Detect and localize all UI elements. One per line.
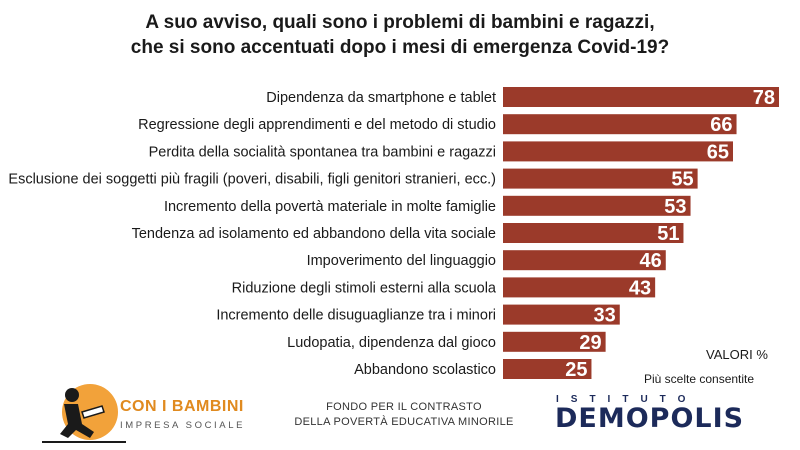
bar-value-label: 78 (753, 87, 775, 109)
bar (503, 250, 666, 271)
con-i-bambini-logo-icon (42, 384, 126, 443)
con-i-bambini-name: CON I BAMBINI (120, 398, 244, 415)
con-i-bambini-subtitle: IMPRESA SOCIALE (120, 420, 246, 431)
bar-value-label: 55 (671, 169, 693, 191)
bar (503, 223, 684, 243)
bar (503, 304, 620, 325)
bar-value-label: 25 (565, 359, 587, 381)
category-label: Perdita della socialità spontanea tra ba… (149, 144, 496, 160)
bar (503, 114, 737, 135)
category-label: Ludopatia, dipendenza dal gioco (287, 335, 496, 351)
bar-value-label: 65 (707, 141, 729, 163)
category-label: Regressione degli apprendimenti e del me… (138, 117, 496, 133)
demopolis-istituto: ISTITUTO (556, 394, 698, 405)
bar-value-label: 29 (579, 332, 601, 354)
bar-value-label: 51 (657, 223, 679, 245)
category-label: Incremento delle disuguaglianze tra i mi… (216, 308, 496, 324)
values-unit-note: VALORI % (706, 347, 768, 362)
category-label: Riduzione degli stimoli esterni alla scu… (232, 280, 497, 296)
bar (503, 359, 592, 379)
category-label: Impoverimento del linguaggio (307, 253, 496, 269)
bar (503, 141, 733, 162)
bar (503, 195, 691, 216)
bar (503, 277, 656, 298)
demopolis-logo: DEMOPOLIS (555, 403, 745, 434)
multiple-choice-note: Più scelte consentite (644, 372, 755, 386)
title-line-1: A suo avviso, quali sono i problemi di b… (145, 12, 655, 33)
bar (503, 331, 606, 352)
category-label: Dipendenza da smartphone e tablet (266, 90, 496, 106)
fondo-text: FONDO PER IL CONTRASTO DELLA POVERTÀ EDU… (290, 400, 518, 430)
fondo-line-1: FONDO PER IL CONTRASTO (326, 401, 482, 413)
bar-value-label: 46 (640, 250, 662, 272)
bar-value-label: 43 (629, 277, 651, 299)
bar-value-label: 33 (594, 305, 616, 327)
bar-value-label: 53 (664, 196, 686, 218)
bar (503, 168, 698, 189)
category-label: Esclusione dei soggetti più fragili (pov… (8, 172, 496, 188)
chart-title: A suo avviso, quali sono i problemi di b… (0, 10, 800, 60)
title-line-2: che si sono accentuati dopo i mesi di em… (130, 37, 670, 58)
bar-value-label: 66 (710, 114, 732, 136)
category-label: Tendenza ad isolamento ed abbandono dell… (132, 226, 496, 242)
category-label: Abbandono scolastico (354, 362, 496, 378)
category-label: Incremento della povertà materiale in mo… (164, 199, 496, 215)
bar (503, 87, 779, 107)
fondo-line-2: DELLA POVERTÀ EDUCATIVA MINORILE (294, 416, 514, 428)
